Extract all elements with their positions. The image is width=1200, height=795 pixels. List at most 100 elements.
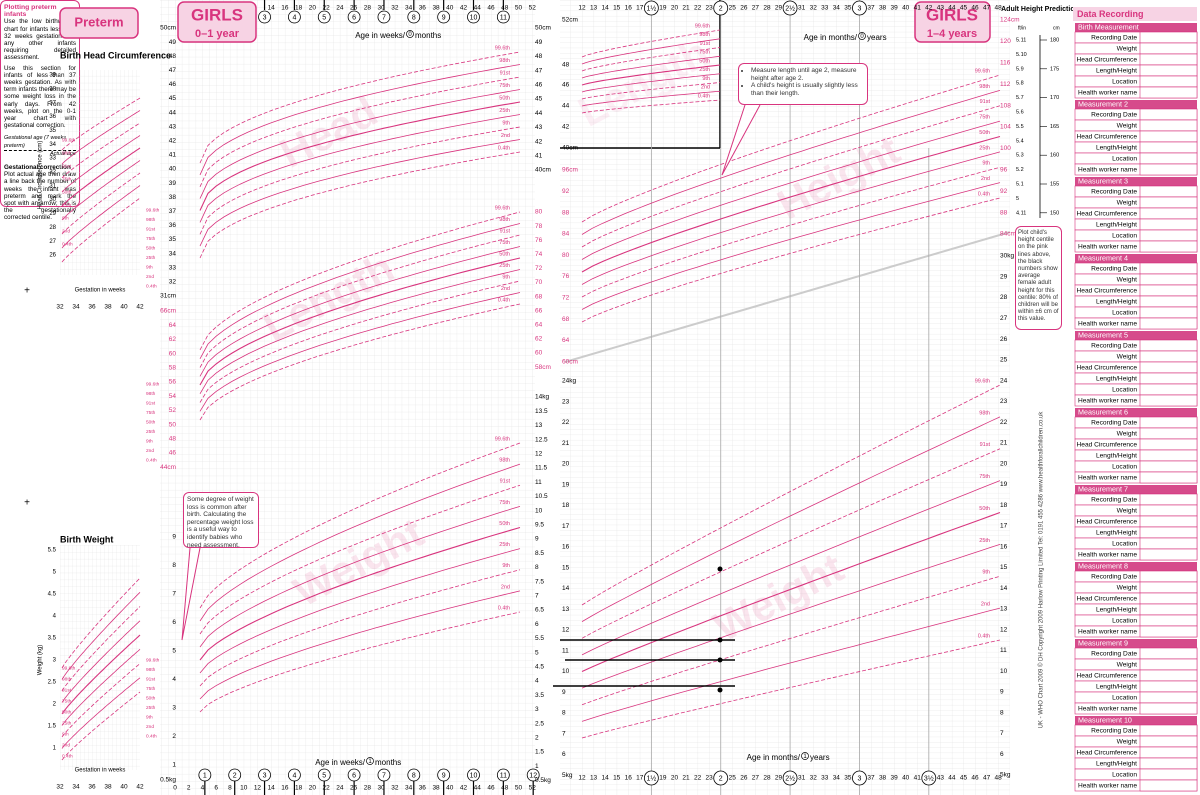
scale-label: 8 [562,710,566,717]
dr-input[interactable] [1139,218,1198,231]
dr-input[interactable] [1139,130,1198,143]
month-label: 41 [914,775,922,782]
dr-input[interactable] [1139,735,1198,748]
dr-input[interactable] [1139,724,1198,737]
dr-input[interactable] [1139,449,1198,462]
dr-input[interactable] [1139,691,1198,704]
scale-label: 48 [562,62,570,69]
month-circle [467,10,480,24]
dr-input[interactable] [1139,31,1198,44]
dr-input[interactable] [1139,141,1198,154]
dr-input[interactable] [1139,229,1198,242]
week-label: 52 [529,785,537,792]
dr-input[interactable] [1139,350,1198,363]
dr-input[interactable] [1139,86,1198,99]
dr-section-title: Measurement 8 [1078,562,1128,571]
dr-input[interactable] [1139,746,1198,759]
dr-input[interactable] [1139,592,1198,605]
axis-title: months [375,758,401,767]
dr-input[interactable] [1139,361,1198,374]
month-label: 17 [636,775,644,782]
centile-label: 75th [979,115,990,121]
dr-input[interactable] [1139,570,1198,583]
dr-input[interactable] [1139,196,1198,209]
dr-input[interactable] [1139,702,1198,715]
week-label: 36 [419,785,427,792]
dr-input[interactable] [1139,504,1198,517]
dr-input[interactable] [1139,526,1198,539]
dr-input[interactable] [1139,779,1198,792]
scale-label: 155 [1050,181,1059,187]
dr-input[interactable] [1139,680,1198,693]
dr-input[interactable] [1139,284,1198,297]
dr-input[interactable] [1139,163,1198,176]
dr-input[interactable] [1139,438,1198,451]
dr-input[interactable] [1139,416,1198,429]
dr-input[interactable] [1139,537,1198,550]
month-label: 9 [442,772,446,779]
dr-input[interactable] [1139,152,1198,165]
dr-input[interactable] [1139,471,1198,484]
plotted-point [717,687,723,693]
dr-field-label: Head Circumference [1077,57,1138,64]
dr-input[interactable] [1139,273,1198,286]
dr-input[interactable] [1139,185,1198,198]
dr-input[interactable] [1139,647,1198,660]
dr-input[interactable] [1139,339,1198,352]
centile-label: 98th [499,458,510,464]
dr-input[interactable] [1139,614,1198,627]
scale-label: 43 [535,124,543,131]
dr-input[interactable] [1139,64,1198,77]
dr-input[interactable] [1139,295,1198,308]
scale-label: 112 [1000,81,1011,88]
dr-input[interactable] [1139,427,1198,440]
dr-input[interactable] [1139,240,1198,253]
dr-input[interactable] [1139,262,1198,275]
scale-label: 38 [169,194,177,201]
dr-input[interactable] [1139,493,1198,506]
dr-input[interactable] [1139,669,1198,682]
month-label: 25 [729,775,737,782]
month-circle [782,770,798,786]
dr-input[interactable] [1139,515,1198,528]
dr-input[interactable] [1139,372,1198,385]
dr-input[interactable] [1139,460,1198,473]
dr-input[interactable] [1139,394,1198,407]
month-label: 9 [442,14,446,21]
dr-input[interactable] [1139,768,1198,781]
centile-curve [61,634,141,715]
dr-field-label: Recording Date [1091,497,1137,504]
centile-curve [199,151,521,259]
dr-input[interactable] [1139,108,1198,121]
scale-label: 5.4 [1016,138,1024,144]
month-label: 38 [879,5,887,12]
dr-input[interactable] [1139,603,1198,616]
scale-label: 31cm [160,293,176,300]
centile-side-label: 98th [146,667,156,673]
centile-label: 9th [982,161,990,167]
dr-input[interactable] [1139,207,1198,220]
dr-input[interactable] [1139,581,1198,594]
month-label: 2½ [785,4,795,12]
dr-input[interactable] [1139,306,1198,319]
dr-input[interactable] [1139,383,1198,396]
week-label: 22 [323,5,331,12]
dr-input[interactable] [1139,317,1198,330]
scale-label: 5.9 [1016,66,1024,72]
dr-input[interactable] [1139,53,1198,66]
dr-input[interactable] [1139,625,1198,638]
dr-input[interactable] [1139,119,1198,132]
scale-label: 58cm [535,364,551,371]
centile-side-label: 98th [146,217,156,223]
dr-input[interactable] [1139,42,1198,55]
dr-input[interactable] [1139,548,1198,561]
dr-field-label: Length/Height [1096,453,1137,460]
dr-input[interactable] [1139,75,1198,88]
dr-input[interactable] [1139,757,1198,770]
scale-label: 13 [1000,606,1008,613]
scale-label: 12 [562,627,570,634]
scale-label: 70 [535,279,543,286]
dr-input[interactable] [1139,658,1198,671]
